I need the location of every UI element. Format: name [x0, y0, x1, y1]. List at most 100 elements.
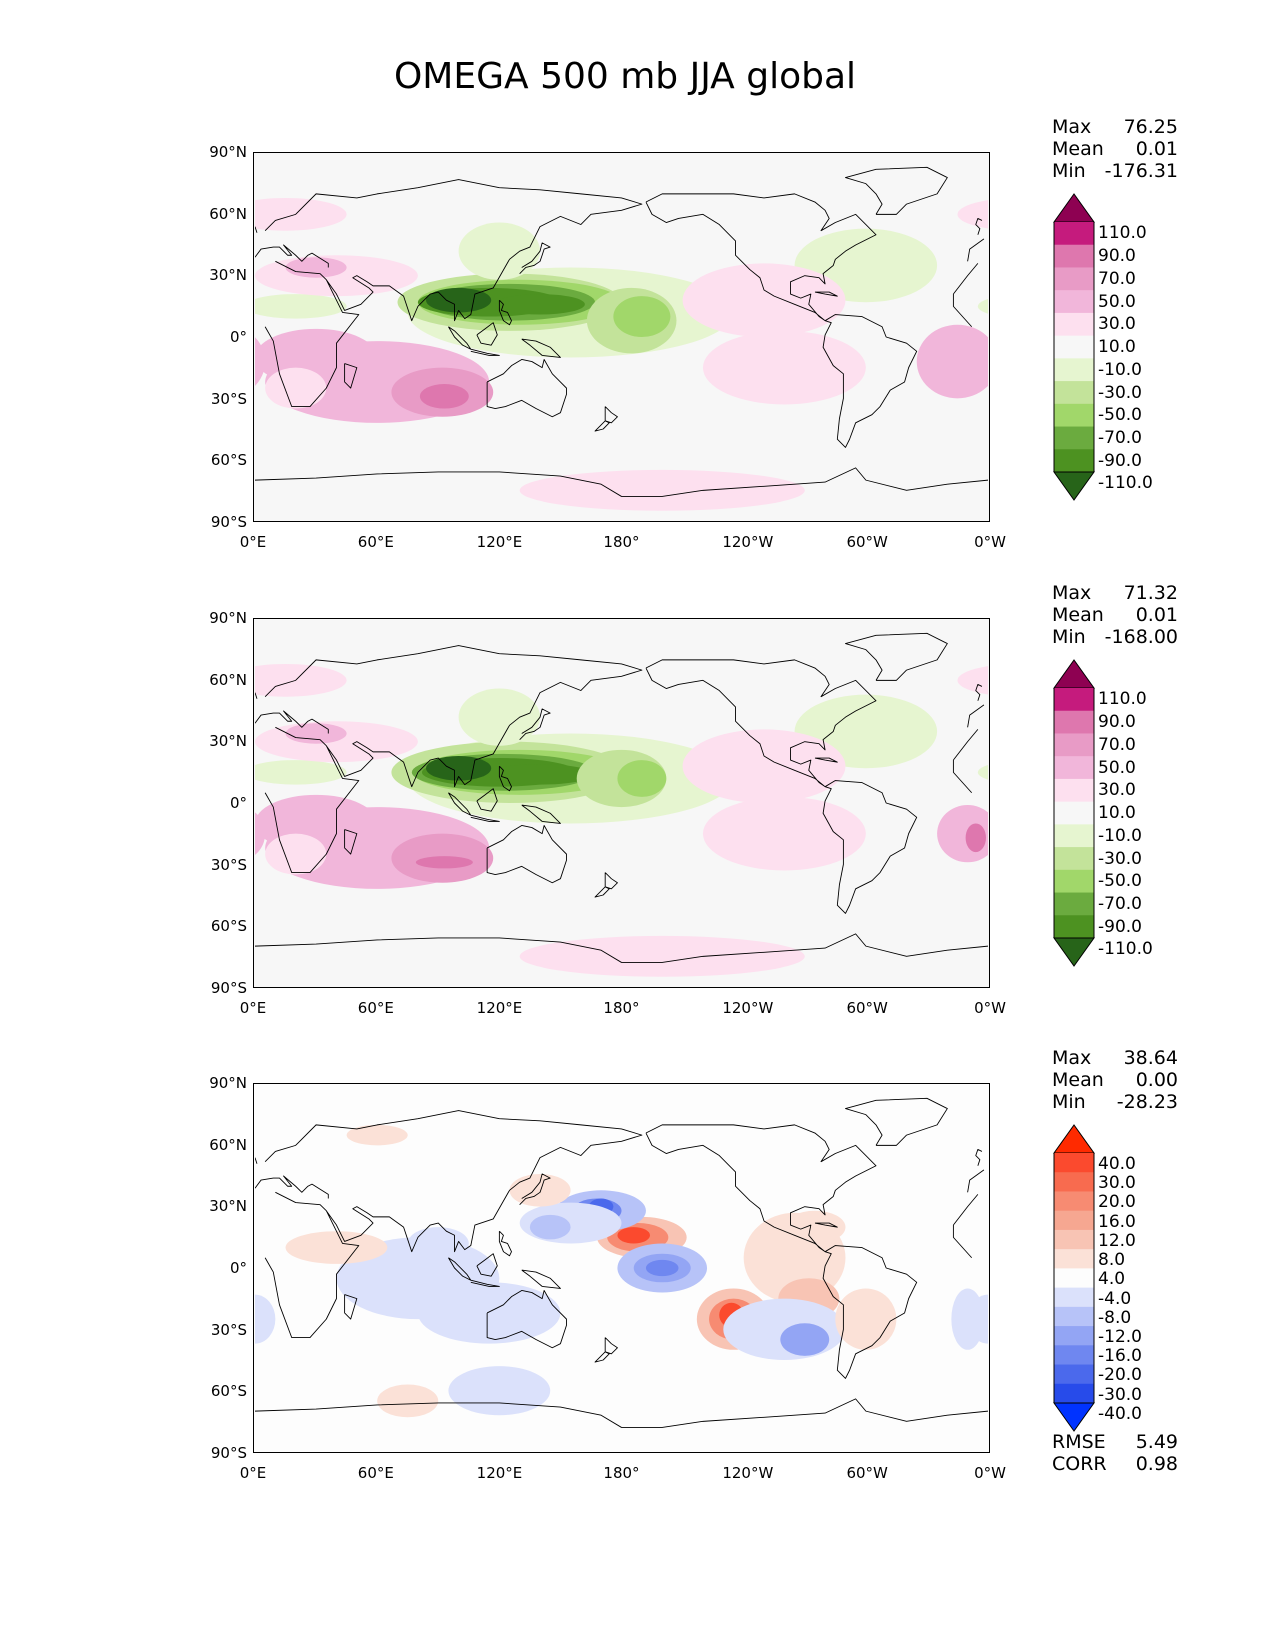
lat-tick-label: 30°S — [210, 855, 247, 874]
lon-tick-label: 120°E — [476, 1464, 523, 1482]
colorbar-level-label: -50.0 — [1098, 405, 1142, 426]
stat-row: Mean 0.01 — [1052, 604, 1178, 626]
colorbar-level-label: 20.0 — [1098, 1192, 1136, 1213]
colorbar-segment — [1054, 915, 1094, 939]
contour-region — [519, 935, 805, 977]
map-panel-1 — [253, 152, 990, 522]
lat-tick-label: 0° — [229, 328, 247, 346]
lon-tick-label: 180° — [603, 1464, 640, 1482]
lat-tick-label: 0° — [229, 794, 247, 812]
colorbar-segment — [1054, 312, 1094, 337]
lon-tick-label: 0°W — [974, 999, 1006, 1017]
contour-region — [254, 812, 266, 855]
stat-value: 0.01 — [1135, 604, 1178, 626]
stat-label: Max — [1052, 582, 1092, 604]
lon-tick-label: 60°W — [846, 533, 888, 551]
stat-label: Mean — [1052, 1069, 1104, 1091]
contour-region — [254, 337, 266, 386]
contour-region — [702, 796, 866, 871]
colorbar-segment — [1054, 847, 1094, 871]
colorbar — [1053, 1124, 1095, 1432]
colorbar-level-label: 30.0 — [1098, 780, 1136, 801]
colorbar-level-label: -90.0 — [1098, 450, 1142, 471]
lon-tick-label: 180° — [603, 999, 640, 1017]
colorbar-level-label: 50.0 — [1098, 757, 1136, 778]
colorbar-segment — [1054, 1249, 1094, 1269]
coastline — [254, 166, 989, 497]
colorbar-segment — [1054, 1172, 1094, 1192]
stat-row: Min -28.23 — [1052, 1091, 1178, 1113]
contour-region — [702, 330, 866, 405]
map-panel-3 — [253, 1083, 990, 1453]
colorbar-level-label: 110.0 — [1098, 223, 1147, 244]
contour-region — [458, 222, 541, 280]
colorbar-level-label: 30.0 — [1098, 314, 1136, 335]
contour-region — [265, 367, 327, 409]
contour-region — [617, 1227, 651, 1244]
stat-label: Mean — [1052, 138, 1104, 160]
contour-region — [529, 1214, 571, 1240]
colorbar-segment — [1054, 1268, 1094, 1289]
stat-row: Mean 0.00 — [1052, 1069, 1178, 1091]
colorbar-segment — [1054, 778, 1094, 803]
colorbar-level-label: -8.0 — [1098, 1307, 1132, 1328]
colorbar-segment — [1054, 1326, 1094, 1346]
lon-tick-label: 120°W — [722, 1464, 774, 1482]
contour-region — [509, 1173, 571, 1207]
contour-region — [346, 1124, 408, 1146]
stat-value: -176.31 — [1104, 160, 1178, 182]
lat-tick-label: 60°N — [209, 1135, 247, 1154]
stat-value: 76.25 — [1123, 116, 1178, 138]
lat-tick-label: 60°N — [209, 670, 247, 689]
lon-tick-label: 120°W — [722, 533, 774, 551]
colorbar-level-label: 70.0 — [1098, 268, 1136, 289]
lon-tick-label: 60°W — [846, 1464, 888, 1482]
colorbar-level-label: -50.0 — [1098, 871, 1142, 892]
colorbar-segment — [1054, 358, 1094, 382]
figure-title: OMEGA 500 mb JJA global — [393, 56, 857, 97]
colorbar-segment — [1054, 449, 1094, 473]
colorbar-level-label: 12.0 — [1098, 1230, 1136, 1251]
colorbar-extend-min — [1053, 471, 1095, 501]
contour-region — [495, 294, 585, 315]
contour-region — [784, 1210, 846, 1244]
map-svg — [254, 1097, 989, 1428]
contour-region — [780, 1323, 830, 1356]
colorbar-segment — [1054, 892, 1094, 916]
lat-tick-label: 30°S — [210, 1320, 247, 1339]
stat-value: -168.00 — [1104, 626, 1178, 648]
colorbar-segment — [1054, 1229, 1094, 1250]
colorbar-level-label: -70.0 — [1098, 427, 1142, 448]
colorbar-extend-max — [1053, 659, 1095, 689]
contour-region — [285, 723, 347, 744]
colorbar-level-label: -20.0 — [1098, 1365, 1142, 1386]
colorbar-segment — [1054, 1191, 1094, 1212]
colorbar-level-label: 30.0 — [1098, 1173, 1136, 1194]
contour-region — [682, 729, 846, 803]
lat-tick-label: 0° — [229, 1259, 247, 1277]
colorbar-extend-max — [1053, 193, 1095, 223]
contour-region — [254, 197, 347, 231]
colorbar-level-label: 90.0 — [1098, 712, 1136, 733]
lat-tick-label: 60°S — [210, 451, 247, 470]
colorbar-level-label: 90.0 — [1098, 246, 1136, 267]
colorbar-segment — [1054, 1383, 1094, 1404]
contour-region — [916, 324, 989, 399]
colorbar-level-label: -40.0 — [1098, 1403, 1142, 1424]
colorbar-level-label: -10.0 — [1098, 359, 1142, 380]
stat-label: Max — [1052, 116, 1092, 138]
colorbar-segment — [1054, 403, 1094, 428]
lat-tick-label: 30°S — [210, 389, 247, 408]
stat-label: RMSE — [1052, 1431, 1106, 1453]
stat-row: Max 76.25 — [1052, 116, 1178, 138]
colorbar-segment — [1054, 1345, 1094, 1366]
coastline — [254, 1097, 989, 1428]
contour-region — [285, 257, 347, 278]
contour-region — [265, 833, 327, 875]
lon-tick-label: 0°E — [239, 533, 267, 551]
colorbar-level-label: -30.0 — [1098, 848, 1142, 869]
stat-label: Min — [1052, 626, 1086, 648]
contour-region — [519, 469, 805, 511]
colorbar-segment — [1054, 267, 1094, 291]
contour-region — [458, 688, 541, 746]
